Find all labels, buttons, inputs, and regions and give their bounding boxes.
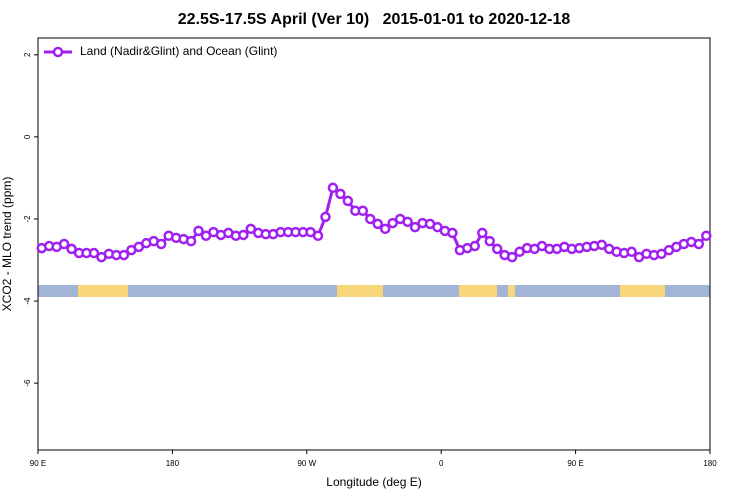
data-point xyxy=(484,235,495,247)
data-point xyxy=(469,240,481,252)
data-point xyxy=(596,239,607,251)
data-point xyxy=(320,211,331,223)
y-tick-label: -6 xyxy=(23,379,32,387)
data-point xyxy=(365,213,376,225)
legend-label: Land (Nadir&Glint) and Ocean (Glint) xyxy=(80,44,277,58)
data-point xyxy=(701,230,712,242)
chart-title: 22.5S-17.5S April (Ver 10) 2015-01-01 to… xyxy=(178,11,571,28)
data-point xyxy=(88,247,100,259)
x-tick-label: 90 W xyxy=(297,459,316,468)
data-point xyxy=(379,223,391,235)
data-point xyxy=(491,243,503,255)
data-point xyxy=(58,238,70,250)
data-point xyxy=(66,243,77,255)
data-point xyxy=(409,221,421,233)
y-tick-label: -4 xyxy=(23,297,32,305)
land-band xyxy=(508,285,515,297)
data-point xyxy=(402,216,413,228)
data-point xyxy=(626,246,637,258)
y-tick-label: -2 xyxy=(23,215,32,223)
data-point xyxy=(693,238,705,250)
data-point xyxy=(357,205,369,217)
data-point xyxy=(372,218,383,230)
data-point xyxy=(477,227,488,239)
land-band xyxy=(459,285,497,297)
data-point xyxy=(327,182,339,194)
data-point xyxy=(245,223,257,235)
x-tick-label: 90 E xyxy=(567,459,583,468)
data-point xyxy=(447,227,458,239)
data-point xyxy=(118,249,130,261)
surface-band xyxy=(38,285,710,297)
x-tick-label: 180 xyxy=(703,459,717,468)
x-axis-label: Longitude (deg E) xyxy=(326,475,421,489)
y-tick-label: 0 xyxy=(23,134,32,139)
data-point xyxy=(312,230,324,242)
data-point xyxy=(342,195,354,207)
legend-marker xyxy=(52,46,64,58)
x-tick-label: 0 xyxy=(439,459,444,468)
data-point xyxy=(335,188,346,200)
data-point xyxy=(193,225,204,237)
data-point xyxy=(155,238,167,250)
data-point xyxy=(185,235,197,247)
data-point xyxy=(238,229,249,241)
plot-frame xyxy=(37,37,711,451)
data-point xyxy=(506,251,518,263)
x-tick-label: 90 E xyxy=(30,459,46,468)
y-axis-label: XCO2 - MLO trend (ppm) xyxy=(0,177,14,312)
x-tick-label: 180 xyxy=(166,459,180,468)
data-point xyxy=(387,217,398,229)
land-band xyxy=(620,285,665,297)
land-band xyxy=(78,285,128,297)
y-tick-label: 2 xyxy=(23,52,32,57)
land-band xyxy=(337,285,383,297)
